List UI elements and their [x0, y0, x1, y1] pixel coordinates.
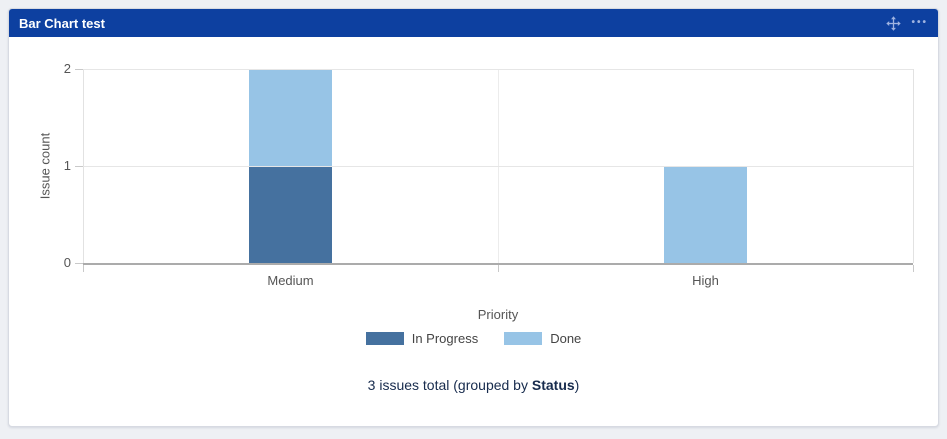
y-axis-tick [75, 263, 83, 264]
gadget-menu-icon[interactable]: ••• [911, 17, 928, 28]
x-axis-tick [913, 265, 914, 272]
x-axis-title: Priority [477, 307, 519, 322]
y-tick-label: 0 [63, 255, 71, 270]
summary-prefix: 3 issues total (grouped by [367, 377, 532, 393]
y-axis-tick [75, 166, 83, 167]
y-tick-label: 1 [63, 158, 71, 173]
legend-label: Done [550, 331, 582, 346]
summary-group-by: Status [531, 377, 575, 393]
legend-item-in-progress[interactable]: In Progress [365, 331, 479, 346]
x-axis-tick [498, 265, 499, 272]
bar-chart-gadget: Bar Chart test ••• Issue count Priority … [8, 8, 939, 427]
bar-done-medium[interactable] [249, 69, 332, 166]
gadget-header-actions: ••• [886, 15, 928, 31]
bar-in-progress-medium[interactable] [249, 166, 332, 263]
legend-swatch-done [504, 332, 543, 345]
x-axis-line [83, 263, 913, 265]
y-tick-label: 2 [63, 61, 71, 76]
chart-legend: In Progress Done [9, 331, 938, 346]
plot-area [83, 69, 913, 263]
y-axis-tick [75, 69, 83, 70]
legend-label: In Progress [411, 331, 479, 346]
x-tick-label-medium: Medium [267, 273, 314, 288]
gadget-header: Bar Chart test ••• [9, 9, 938, 37]
gridline [83, 69, 913, 70]
x-axis-tick [83, 265, 84, 272]
summary-suffix: ) [574, 377, 580, 393]
category-boundary-line [913, 69, 914, 263]
gadget-title: Bar Chart test [19, 15, 105, 31]
gridline [83, 166, 913, 167]
summary-text: 3 issues total (grouped by Status) [9, 377, 938, 393]
legend-swatch-in-progress [365, 332, 404, 345]
legend-item-done[interactable]: Done [504, 331, 581, 346]
bar-done-high[interactable] [664, 166, 747, 263]
x-tick-label-high: High [692, 273, 719, 288]
move-gadget-icon[interactable] [886, 15, 902, 31]
